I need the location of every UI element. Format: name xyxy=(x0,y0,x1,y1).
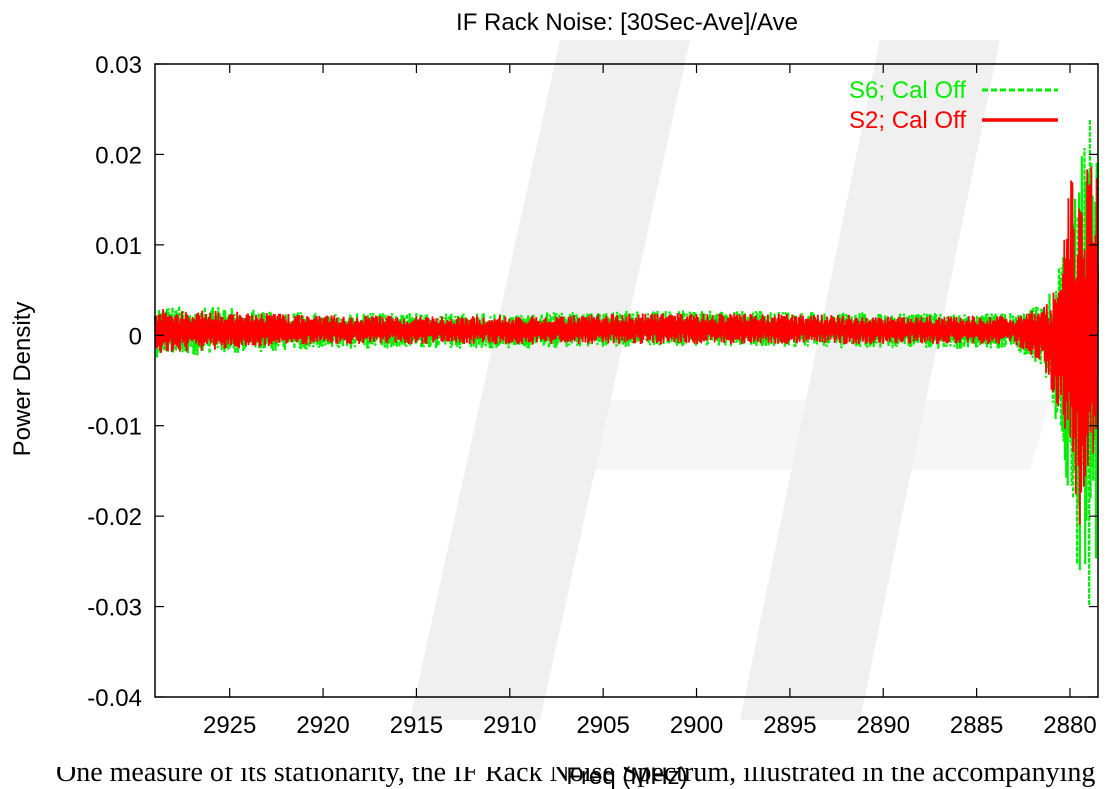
y-tick-label: 0.03 xyxy=(95,52,142,79)
y-tick-label: -0.03 xyxy=(87,595,142,622)
x-tick-label: 2895 xyxy=(763,712,816,739)
y-tick-label: 0.01 xyxy=(95,233,142,260)
x-tick-label: 2910 xyxy=(483,712,536,739)
chart-title: IF Rack Noise: [30Sec-Ave]/Ave xyxy=(456,9,798,36)
legend-label-2: S2; Cal Off xyxy=(849,107,966,134)
x-tick-label: 2920 xyxy=(296,712,349,739)
y-axis-label: Power Density xyxy=(9,302,36,457)
x-tick-label: 2890 xyxy=(857,712,910,739)
y-tick-label: -0.02 xyxy=(87,504,142,531)
y-tick-label: -0.04 xyxy=(87,685,142,712)
caption-fragment: One measure of its stationarity, the IF … xyxy=(56,757,1096,788)
x-tick-label: 2880 xyxy=(1043,712,1096,739)
y-tick-label: -0.01 xyxy=(87,414,142,441)
x-tick-label: 2905 xyxy=(576,712,629,739)
x-axis-label: Freq (MHz) xyxy=(566,763,687,789)
watermark-letters xyxy=(410,40,1050,720)
legend-label-1: S6; Cal Off xyxy=(849,77,966,104)
series-line-2 xyxy=(154,166,1099,525)
y-tick-label: 0.02 xyxy=(95,142,142,169)
plot-frame xyxy=(154,63,1099,698)
y-tick-label: 0 xyxy=(129,323,142,350)
x-tick-label: 2925 xyxy=(203,712,256,739)
x-tick-label: 2900 xyxy=(670,712,723,739)
x-tick-label: 2915 xyxy=(390,712,443,739)
x-tick-label: 2885 xyxy=(950,712,1003,739)
